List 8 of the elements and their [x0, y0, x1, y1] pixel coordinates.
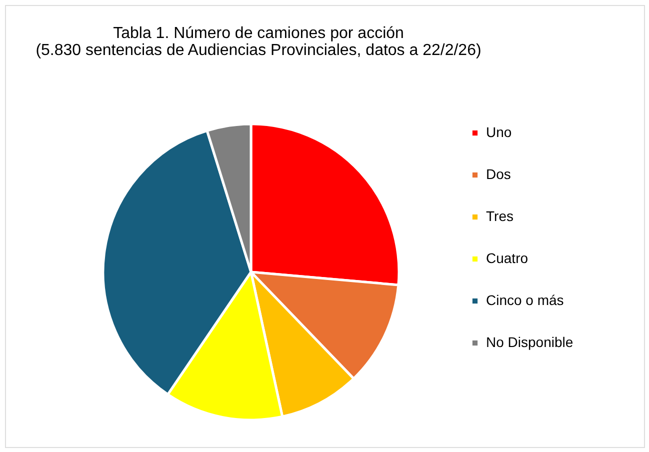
legend-label: Dos	[486, 166, 511, 182]
chart-title: Tabla 1. Número de camiones por acción	[113, 25, 404, 42]
legend-label: No Disponible	[486, 334, 574, 350]
legend-label: Cinco o más	[486, 292, 564, 308]
legend-label: Tres	[486, 208, 514, 224]
legend-label: Cuatro	[486, 250, 528, 266]
legend-label: Uno	[486, 124, 512, 140]
chart-subtitle: (5.830 sentencias de Audiencias Provinciales, datos a 22/2/26)	[36, 42, 482, 59]
